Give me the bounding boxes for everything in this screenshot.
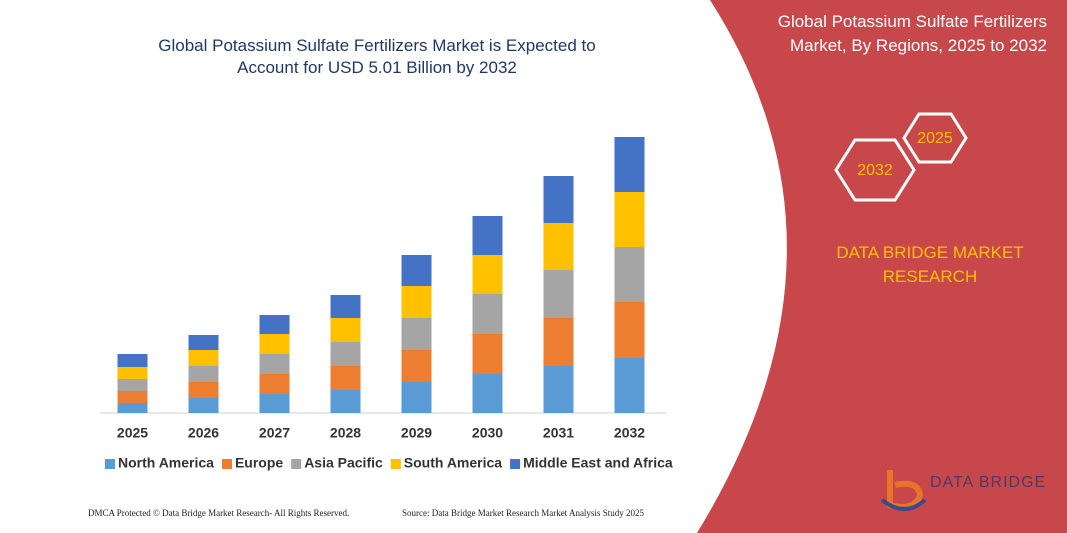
bar-segment <box>614 302 645 358</box>
legend-label: North America <box>118 455 214 471</box>
bar-segment <box>330 366 361 390</box>
bar-segment <box>117 391 148 403</box>
legend-label: South America <box>404 455 502 471</box>
logo-mark <box>880 470 927 511</box>
bar-segment <box>472 374 503 413</box>
legend-swatch <box>291 459 302 469</box>
bar-segment <box>330 295 361 318</box>
bar-segment <box>188 335 219 350</box>
bar-segment <box>259 334 290 354</box>
bar-segment <box>614 137 645 192</box>
bar-segment <box>117 379 148 391</box>
legend-swatch <box>510 459 521 469</box>
x-tick-label: 2027 <box>259 425 290 441</box>
x-tick-label: 2026 <box>188 425 219 441</box>
bar-segment <box>188 350 219 366</box>
x-tick-label: 2028 <box>330 425 361 441</box>
bar-segment <box>543 270 574 318</box>
bar-segment <box>259 354 290 374</box>
x-tick-label: 2032 <box>614 425 645 441</box>
bar-segment <box>188 382 219 398</box>
bar-segment <box>401 286 432 318</box>
bar-segment <box>401 255 432 286</box>
footer-copyright: DMCA Protected © Data Bridge Market Rese… <box>88 508 350 518</box>
legend-label: Europe <box>235 455 283 471</box>
bar-segment <box>614 358 645 413</box>
bar-segment <box>330 342 361 366</box>
legend-swatch <box>105 459 115 469</box>
bar-segment <box>472 294 503 334</box>
bar-segment <box>614 247 645 302</box>
bar-segment <box>614 192 645 247</box>
x-tick-label: 2031 <box>543 425 574 441</box>
bar-segment <box>472 334 503 374</box>
bar-segment <box>543 366 574 413</box>
bar-segment <box>330 390 361 413</box>
bar-segment <box>472 255 503 294</box>
hexagon <box>834 138 916 202</box>
panel-title: Global Potassium Sulfate Fertilizers Mar… <box>777 12 1047 55</box>
logo-text: DATA BRIDGE <box>930 474 1047 491</box>
hex-label: 2032 <box>857 162 893 179</box>
side-panel <box>697 0 1067 533</box>
bar-segment <box>401 350 432 382</box>
bar-segment <box>188 398 219 413</box>
bar-segment <box>259 315 290 334</box>
hexagon <box>902 112 968 164</box>
bar-segment <box>543 318 574 366</box>
bar-segment <box>543 223 574 270</box>
hex-label: 2025 <box>917 130 953 147</box>
bar-segment <box>330 318 361 342</box>
bar-segment <box>401 318 432 350</box>
legend-swatch <box>221 459 232 469</box>
x-tick-label: 2030 <box>472 425 503 441</box>
chart-title: Global Potassium Sulfate Fertilizers Mar… <box>158 36 596 77</box>
bar-segment <box>259 394 290 413</box>
x-tick-label: 2029 <box>401 425 432 441</box>
legend-label: Middle East and Africa <box>523 455 673 471</box>
footer-source: Source: Data Bridge Market Research Mark… <box>402 508 644 518</box>
bar-segment <box>117 403 148 413</box>
x-tick-label: 2025 <box>117 425 148 441</box>
legend-swatch <box>390 459 401 469</box>
bar-segment <box>543 176 574 223</box>
bar-segment <box>259 374 290 394</box>
brand: DATA BRIDGE MARKET RESEARCH <box>836 243 1024 286</box>
bar-segment <box>188 366 219 382</box>
bar-segment <box>472 216 503 255</box>
legend-label: Asia Pacific <box>304 455 383 471</box>
bar-segment <box>401 382 432 413</box>
bar-segment <box>117 354 148 367</box>
bar-segment <box>117 367 148 379</box>
